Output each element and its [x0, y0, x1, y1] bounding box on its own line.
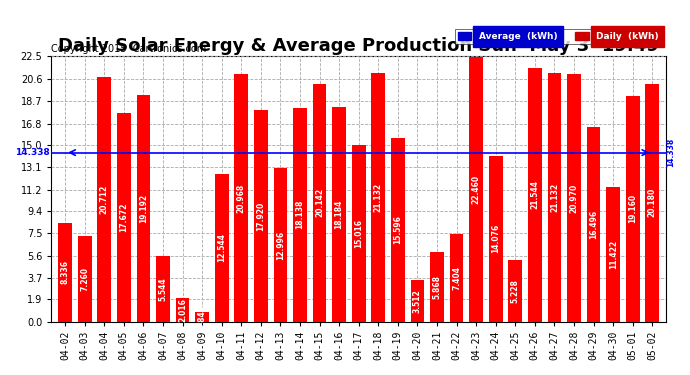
Text: 5.544: 5.544 [159, 277, 168, 301]
Title: Daily Solar Energy & Average Production Sun  May 3  19:49: Daily Solar Energy & Average Production … [58, 37, 659, 55]
Text: 19.192: 19.192 [139, 194, 148, 223]
Bar [548, 72, 561, 322]
Text: 17.920: 17.920 [257, 201, 266, 231]
Text: 14.338: 14.338 [14, 148, 50, 157]
Text: 0.844: 0.844 [197, 304, 206, 328]
Text: 8.336: 8.336 [61, 261, 70, 285]
Text: 15.596: 15.596 [393, 215, 402, 244]
Bar [117, 113, 130, 322]
Text: 15.016: 15.016 [354, 219, 363, 248]
Bar [58, 224, 72, 322]
Text: 21.132: 21.132 [550, 183, 559, 212]
Text: 21.132: 21.132 [374, 183, 383, 212]
Text: 14.338: 14.338 [666, 138, 675, 167]
Text: 16.496: 16.496 [589, 210, 598, 239]
Text: 20.142: 20.142 [315, 188, 324, 218]
Text: 14.076: 14.076 [491, 224, 500, 253]
Bar [528, 68, 542, 322]
Text: 5.228: 5.228 [511, 279, 520, 303]
Text: 21.544: 21.544 [531, 180, 540, 209]
Bar [78, 236, 92, 322]
Legend: Average  (kWh), Daily  (kWh): Average (kWh), Daily (kWh) [455, 29, 662, 44]
Bar [607, 187, 620, 322]
Bar [469, 57, 483, 322]
Bar [509, 260, 522, 322]
Bar [333, 107, 346, 322]
Bar [645, 84, 659, 322]
Bar [391, 138, 405, 322]
Bar [567, 74, 581, 322]
Bar [156, 256, 170, 322]
Bar [352, 145, 366, 322]
Bar [313, 84, 326, 322]
Text: 20.712: 20.712 [100, 185, 109, 214]
Text: 22.460: 22.460 [472, 175, 481, 204]
Text: 7.404: 7.404 [452, 266, 461, 290]
Bar [371, 72, 385, 322]
Text: 12.544: 12.544 [217, 233, 226, 262]
Bar [626, 96, 640, 322]
Text: 20.970: 20.970 [569, 183, 578, 213]
Bar [293, 108, 307, 322]
Text: 20.968: 20.968 [237, 183, 246, 213]
Text: 7.260: 7.260 [80, 267, 89, 291]
Bar [254, 110, 268, 322]
Text: 2.016: 2.016 [178, 298, 187, 322]
Bar [489, 156, 502, 322]
Text: 11.422: 11.422 [609, 240, 618, 269]
Bar [97, 78, 111, 322]
Text: 18.138: 18.138 [295, 200, 304, 230]
Bar [450, 234, 464, 322]
Bar [195, 312, 209, 322]
Bar [215, 174, 228, 322]
Text: Copyright 2015  Cartronics.com: Copyright 2015 Cartronics.com [52, 44, 207, 54]
Text: 19.160: 19.160 [628, 194, 638, 223]
Bar [274, 168, 287, 322]
Text: 17.672: 17.672 [119, 203, 128, 232]
Bar [411, 280, 424, 322]
Bar [586, 127, 600, 322]
Bar [235, 75, 248, 322]
Text: 18.184: 18.184 [335, 200, 344, 229]
Bar [137, 95, 150, 322]
Text: 20.180: 20.180 [648, 188, 657, 217]
Text: 3.512: 3.512 [413, 289, 422, 313]
Text: 12.996: 12.996 [276, 231, 285, 260]
Bar [430, 252, 444, 322]
Text: 5.868: 5.868 [433, 275, 442, 299]
Bar [176, 298, 190, 322]
